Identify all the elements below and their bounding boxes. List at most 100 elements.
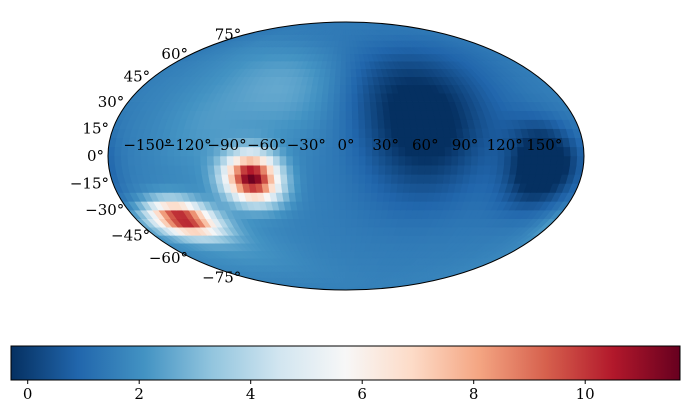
heatmap-cell xyxy=(315,92,323,103)
heatmap-cell xyxy=(438,146,446,157)
heatmap-cell xyxy=(358,137,367,148)
heatmap-cell xyxy=(299,155,307,166)
heatmap-cell xyxy=(576,155,584,166)
heatmap-cell xyxy=(301,110,310,120)
heatmap-cell xyxy=(556,155,565,166)
heatmap-cell xyxy=(226,155,235,166)
latitude-tick-label: 30° xyxy=(98,93,125,111)
heatmap-cell xyxy=(363,101,372,111)
heatmap-cell xyxy=(332,174,340,184)
heatmap-cell xyxy=(173,155,182,166)
heatmap-cell xyxy=(345,201,353,211)
heatmap-cell xyxy=(530,155,539,166)
heatmap-cell xyxy=(450,164,459,175)
heatmap-cell xyxy=(364,192,372,202)
colorbar-tick-label: 10 xyxy=(576,385,595,403)
colorbar-gradient xyxy=(10,345,681,381)
heatmap-cell xyxy=(340,68,347,77)
heatmap-cell xyxy=(308,201,317,211)
heatmap-cell xyxy=(332,155,340,166)
heatmap-cell xyxy=(319,119,328,129)
heatmap-cell xyxy=(345,192,353,202)
heatmap-cell xyxy=(345,209,353,220)
heatmap-cell xyxy=(424,164,433,175)
heatmap-cell xyxy=(370,110,379,120)
heatmap-cell xyxy=(279,155,287,166)
heatmap-cell xyxy=(246,164,255,175)
latitude-tick-labels: −75° −60° −45° −30° −15° 0° 15° 30° 45° 60° 75° xyxy=(70,26,241,287)
heatmap-cell xyxy=(342,271,347,278)
heatmap-cell xyxy=(345,119,353,129)
heatmap-cell xyxy=(325,155,334,166)
heatmap-cell xyxy=(315,209,323,220)
heatmap-cell xyxy=(378,164,386,175)
heatmap-cell xyxy=(363,209,371,220)
heatmap-cell xyxy=(293,183,302,193)
heatmap-cell xyxy=(371,174,380,184)
heatmap-cell xyxy=(470,164,479,175)
heatmap-cell xyxy=(233,155,241,166)
longitude-tick-label: 120° xyxy=(487,136,523,154)
heatmap-cell xyxy=(383,183,392,193)
heatmap-cell xyxy=(340,242,347,252)
heatmap-cell xyxy=(333,101,341,111)
heatmap-cell xyxy=(307,192,316,202)
heatmap-cell xyxy=(108,146,116,157)
heatmap-cell xyxy=(358,164,367,175)
heatmap-cell xyxy=(404,164,413,175)
heatmap-cell xyxy=(253,155,261,166)
heatmap-cell xyxy=(477,155,486,166)
heatmap-cell xyxy=(332,183,340,193)
heatmap-cell xyxy=(351,201,359,211)
heatmap-cell xyxy=(523,155,532,166)
heatmap-cell xyxy=(233,164,242,175)
heatmap-cell xyxy=(340,226,347,236)
heatmap-cell xyxy=(306,164,314,175)
heatmap-cell xyxy=(334,84,341,94)
longitude-tick-label: −90° xyxy=(207,136,246,154)
heatmap-cell xyxy=(424,155,433,166)
heatmap-cell xyxy=(358,155,367,166)
heatmap-cell xyxy=(320,201,329,211)
colorbar: 0 2 4 6 8 10 xyxy=(10,345,681,403)
heatmap-cell xyxy=(333,92,341,103)
heatmap-cell xyxy=(312,164,321,175)
heatmap-cell xyxy=(253,164,262,175)
heatmap-cell xyxy=(345,76,352,86)
heatmap-cell xyxy=(503,155,512,166)
heatmap-cell xyxy=(279,164,288,175)
heatmap-cell xyxy=(484,155,492,166)
heatmap-cell xyxy=(341,53,347,62)
heatmap-cell xyxy=(335,242,342,252)
heatmap-cell xyxy=(391,164,400,175)
heatmap-cell xyxy=(313,192,322,202)
heatmap-cell xyxy=(345,226,352,236)
heatmap-cell xyxy=(365,128,373,138)
heatmap-cell xyxy=(358,119,366,129)
latitude-tick-label: 60° xyxy=(161,45,188,63)
heatmap-cell xyxy=(334,76,341,86)
heatmap-cell xyxy=(322,218,330,228)
heatmap-cell xyxy=(437,137,446,148)
heatmap-cell xyxy=(378,174,386,184)
heatmap-cell xyxy=(286,174,295,184)
heatmap-cell xyxy=(260,174,269,184)
heatmap-cell xyxy=(437,164,446,175)
latitude-tick-label: −45° xyxy=(111,226,150,244)
heatmap-cell xyxy=(193,155,202,166)
heatmap-cell xyxy=(341,40,347,48)
heatmap-cell xyxy=(352,174,360,184)
heatmap-cell xyxy=(384,164,393,175)
heatmap-cell xyxy=(497,155,505,166)
heatmap-cell xyxy=(398,164,406,175)
longitude-tick-label: 0° xyxy=(337,136,354,154)
heatmap-cell xyxy=(339,218,347,228)
heatmap-cell xyxy=(213,164,222,175)
heatmap-cell xyxy=(239,155,248,166)
heatmap-cell xyxy=(376,192,385,202)
latitude-tick-label: −30° xyxy=(85,201,124,219)
heatmap-cell xyxy=(240,164,249,175)
heatmap-cell xyxy=(147,155,156,166)
heatmap-cell xyxy=(327,201,335,211)
